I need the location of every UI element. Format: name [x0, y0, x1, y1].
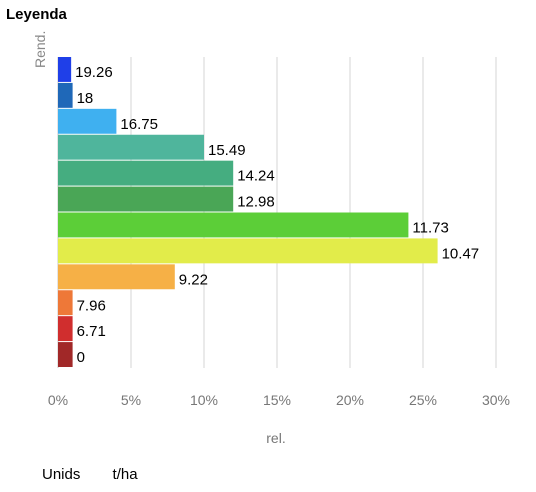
x-tick-label: 25%: [409, 392, 437, 408]
x-tick-label: 10%: [190, 392, 218, 408]
units-value: t/ha: [112, 466, 138, 483]
bar-label: 10.47: [442, 245, 480, 262]
bar: [58, 186, 234, 212]
x-tick-label: 5%: [121, 392, 141, 408]
x-tick-label: 0%: [48, 392, 68, 408]
bar: [58, 212, 409, 238]
bar: [58, 264, 175, 290]
units-label: Unids: [42, 466, 81, 483]
bar-label: 18: [77, 90, 94, 107]
bar: [58, 57, 72, 82]
x-tick-label: 30%: [482, 392, 510, 408]
bar: [58, 134, 204, 160]
bar-label: 16.75: [120, 116, 158, 133]
bar-label: 14.24: [237, 168, 275, 185]
bar-label: 0: [77, 349, 85, 366]
bar: [58, 316, 73, 342]
bar: [58, 238, 438, 264]
bar-chart: 0% 5% 10% 15% 20% 25% 30% 19.26 18 16.75 15.49 14.2…: [48, 57, 510, 446]
bar-label: 9.22: [179, 271, 208, 288]
legend-title: Leyenda: [6, 6, 67, 23]
bar-label: 19.26: [75, 64, 113, 81]
bar-label: 11.73: [412, 220, 448, 237]
bar-label: 6.71: [77, 323, 106, 340]
bar: [58, 108, 117, 134]
units-row: Unids t/ha: [42, 466, 138, 483]
x-tick-label: 15%: [263, 392, 291, 408]
bar-label: 7.96: [77, 297, 106, 314]
bar: [58, 82, 73, 108]
bar-label: 12.98: [237, 194, 275, 211]
x-tick-label: 20%: [336, 392, 364, 408]
bar: [58, 160, 234, 186]
bar-label: 15.49: [208, 142, 246, 159]
x-axis-label: rel.: [266, 430, 285, 446]
bar: [58, 342, 73, 367]
bar: [58, 290, 73, 316]
